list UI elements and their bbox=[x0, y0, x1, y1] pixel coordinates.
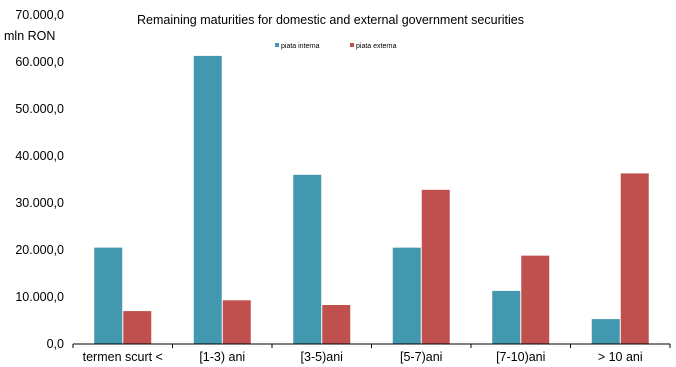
x-tick-label: [3-5)ani bbox=[301, 350, 343, 364]
bar-piata-interna bbox=[591, 319, 620, 344]
bar-piata-externa bbox=[421, 189, 450, 344]
bar-piata-externa bbox=[620, 173, 649, 344]
bar-piata-externa bbox=[322, 304, 351, 344]
bar-piata-interna bbox=[193, 55, 222, 344]
bar-piata-externa bbox=[521, 255, 550, 344]
bar-piata-interna bbox=[293, 174, 322, 344]
y-tick-label: 40.000,0 bbox=[15, 149, 64, 163]
bar-piata-interna bbox=[94, 247, 123, 344]
x-tick-label: [1-3) ani bbox=[199, 350, 245, 364]
y-tick-label: 70.000,0 bbox=[15, 8, 64, 22]
x-tick-label: [5-7)ani bbox=[400, 350, 442, 364]
y-axis-ticks: 0,0 10.000,0 20.000,0 30.000,0 40.000,0 50.00… bbox=[15, 8, 64, 351]
y-tick-label: 10.000,0 bbox=[15, 290, 64, 304]
legend: piata interna piata externa bbox=[275, 43, 397, 50]
legend-label: piata interna bbox=[281, 43, 320, 50]
x-tick-label: [7-10)ani bbox=[496, 350, 545, 364]
y-tick-label: 20.000,0 bbox=[15, 243, 64, 257]
y-tick-label: 50.000,0 bbox=[15, 102, 64, 116]
y-tick-label: 30.000,0 bbox=[15, 196, 64, 210]
y-axis-unit-label: mln RON bbox=[4, 29, 55, 43]
legend-swatch bbox=[350, 43, 354, 47]
x-tick-label: termen scurt < bbox=[83, 350, 163, 364]
chart-title: Remaining maturities for domestic and ex… bbox=[137, 13, 524, 27]
bar-piata-interna bbox=[392, 247, 421, 344]
x-tick-label: > 10 ani bbox=[598, 350, 643, 364]
bars bbox=[94, 55, 649, 344]
x-axis-ticks: termen scurt < [1-3) ani [3-5)ani [5-7)ani [… bbox=[72, 344, 671, 364]
legend-swatch bbox=[275, 43, 279, 47]
bar-piata-externa bbox=[222, 300, 251, 344]
legend-label: piata externa bbox=[356, 43, 397, 50]
bar-piata-interna bbox=[492, 290, 521, 344]
y-tick-label: 60.000,0 bbox=[15, 55, 64, 69]
bar-piata-externa bbox=[123, 311, 152, 344]
y-tick-label: 0,0 bbox=[47, 337, 64, 351]
